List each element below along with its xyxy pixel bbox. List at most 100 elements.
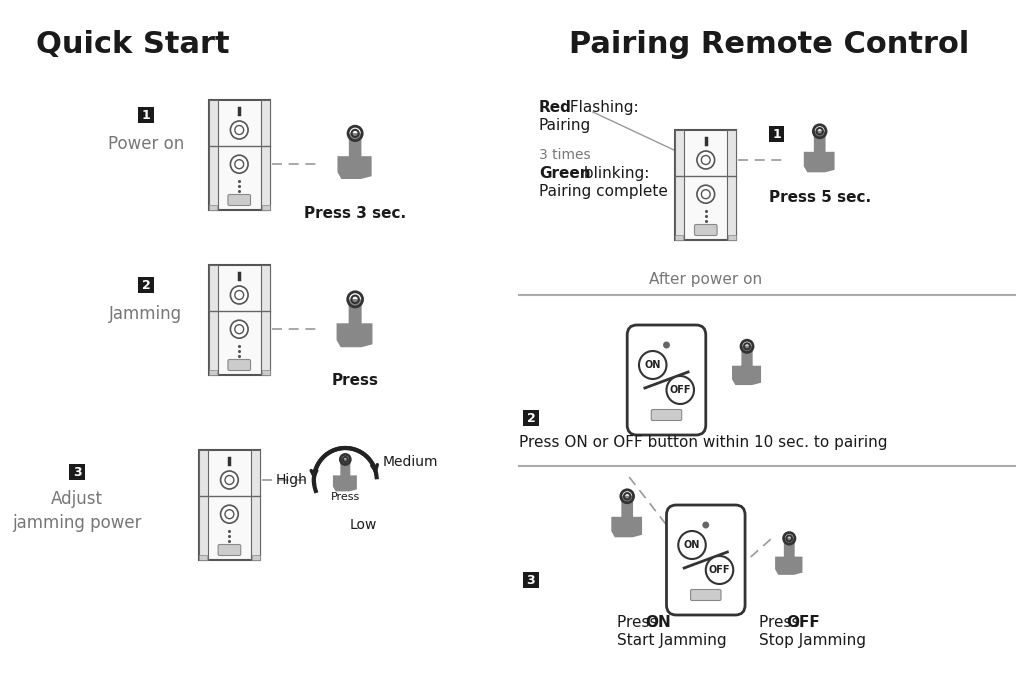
Text: Red: Red: [539, 100, 571, 115]
FancyBboxPatch shape: [260, 100, 269, 210]
FancyBboxPatch shape: [523, 410, 539, 426]
FancyBboxPatch shape: [783, 538, 795, 560]
Circle shape: [350, 133, 360, 144]
Text: Press 5 sec.: Press 5 sec.: [769, 190, 870, 205]
Circle shape: [639, 351, 667, 379]
Circle shape: [230, 286, 248, 304]
FancyBboxPatch shape: [694, 225, 717, 236]
Text: ON: ON: [684, 540, 700, 550]
Circle shape: [678, 531, 706, 559]
FancyBboxPatch shape: [218, 545, 241, 556]
Text: 3 times: 3 times: [539, 148, 591, 162]
FancyBboxPatch shape: [667, 505, 745, 615]
Text: ON: ON: [645, 615, 671, 630]
FancyBboxPatch shape: [228, 359, 251, 370]
FancyBboxPatch shape: [728, 235, 736, 240]
FancyBboxPatch shape: [209, 100, 218, 210]
Text: Press: Press: [331, 492, 360, 502]
Circle shape: [623, 497, 632, 507]
FancyBboxPatch shape: [209, 265, 269, 375]
Circle shape: [220, 471, 239, 489]
Circle shape: [234, 325, 244, 334]
FancyBboxPatch shape: [690, 589, 721, 600]
Text: High: High: [276, 473, 308, 487]
Polygon shape: [804, 152, 835, 172]
Circle shape: [234, 126, 244, 135]
FancyBboxPatch shape: [209, 370, 217, 375]
Polygon shape: [333, 475, 357, 491]
Text: 3: 3: [526, 574, 536, 587]
Circle shape: [664, 341, 670, 348]
Circle shape: [815, 132, 824, 142]
FancyBboxPatch shape: [349, 133, 361, 160]
Text: OFF: OFF: [670, 385, 691, 395]
Circle shape: [341, 460, 349, 468]
FancyBboxPatch shape: [769, 126, 784, 142]
Text: 1: 1: [772, 128, 781, 140]
Circle shape: [702, 522, 710, 529]
FancyBboxPatch shape: [262, 370, 269, 375]
Text: Pairing Remote Control: Pairing Remote Control: [569, 30, 970, 59]
Text: OFF: OFF: [786, 615, 820, 630]
Text: OFF: OFF: [709, 565, 730, 575]
Text: 3: 3: [73, 466, 82, 478]
Text: Quick Start: Quick Start: [36, 30, 229, 59]
FancyBboxPatch shape: [138, 107, 154, 123]
Polygon shape: [611, 517, 642, 538]
Circle shape: [697, 185, 715, 203]
FancyBboxPatch shape: [340, 459, 350, 478]
Text: Green: Green: [539, 166, 591, 181]
FancyBboxPatch shape: [622, 495, 633, 520]
Circle shape: [225, 475, 233, 484]
Text: Medium: Medium: [383, 455, 438, 469]
Text: Stop Jamming: Stop Jamming: [759, 633, 866, 648]
Polygon shape: [337, 323, 373, 348]
FancyBboxPatch shape: [138, 277, 154, 293]
Circle shape: [234, 160, 244, 169]
Text: Press ON or OFF button within 10 sec. to pairing: Press ON or OFF button within 10 sec. to…: [519, 435, 888, 450]
FancyBboxPatch shape: [260, 265, 269, 375]
Circle shape: [220, 505, 239, 523]
FancyBboxPatch shape: [209, 100, 269, 210]
Text: Flashing:: Flashing:: [565, 100, 639, 115]
Circle shape: [230, 121, 248, 139]
Text: Power on: Power on: [108, 135, 184, 153]
Polygon shape: [338, 156, 372, 179]
Circle shape: [784, 539, 794, 548]
Circle shape: [701, 155, 711, 164]
FancyBboxPatch shape: [675, 130, 736, 240]
Circle shape: [667, 376, 694, 404]
Circle shape: [701, 190, 711, 199]
FancyBboxPatch shape: [209, 265, 218, 375]
FancyBboxPatch shape: [251, 450, 260, 560]
Polygon shape: [732, 366, 761, 385]
Text: ON: ON: [644, 360, 660, 370]
FancyBboxPatch shape: [199, 450, 260, 560]
Circle shape: [230, 320, 248, 338]
FancyBboxPatch shape: [209, 205, 217, 210]
Circle shape: [230, 155, 248, 173]
Text: Press: Press: [332, 373, 379, 388]
Text: 1: 1: [141, 108, 151, 122]
FancyBboxPatch shape: [262, 205, 269, 210]
Text: Press: Press: [759, 615, 804, 630]
Circle shape: [742, 347, 752, 357]
Circle shape: [225, 510, 233, 519]
Text: After power on: After power on: [649, 272, 762, 287]
Text: Pairing complete: Pairing complete: [539, 184, 668, 199]
Text: 2: 2: [141, 278, 151, 292]
Text: Press 3 sec.: Press 3 sec.: [304, 206, 407, 221]
FancyBboxPatch shape: [814, 131, 825, 155]
Text: Adjust
jamming power: Adjust jamming power: [12, 490, 142, 531]
Text: Pairing: Pairing: [539, 118, 591, 133]
Circle shape: [706, 556, 733, 584]
Text: Low: Low: [349, 518, 377, 532]
Circle shape: [349, 299, 360, 311]
FancyBboxPatch shape: [523, 572, 539, 588]
FancyBboxPatch shape: [741, 346, 753, 369]
Circle shape: [697, 151, 715, 169]
Text: Jamming: Jamming: [110, 305, 182, 323]
FancyBboxPatch shape: [228, 194, 251, 205]
Text: blinking:: blinking:: [580, 166, 649, 181]
FancyBboxPatch shape: [70, 464, 85, 480]
